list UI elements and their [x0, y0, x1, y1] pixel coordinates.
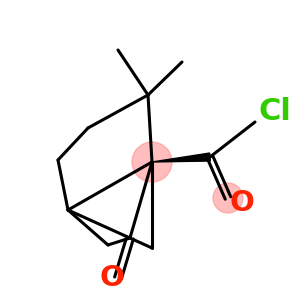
Polygon shape [152, 153, 210, 162]
Circle shape [132, 142, 172, 182]
Text: Cl: Cl [258, 98, 291, 127]
Text: O: O [100, 264, 124, 292]
Circle shape [213, 183, 243, 213]
Text: O: O [230, 189, 254, 217]
